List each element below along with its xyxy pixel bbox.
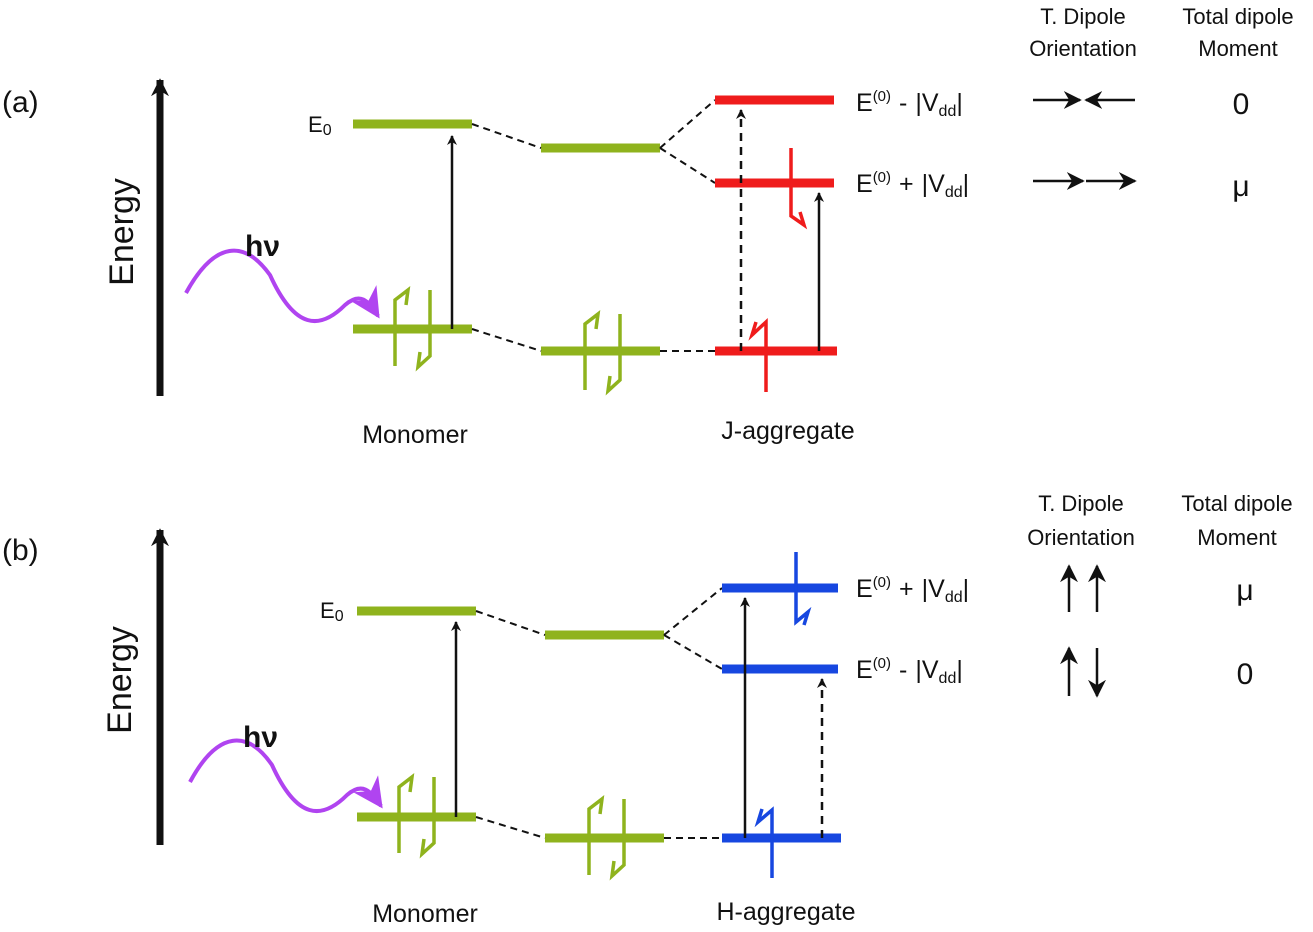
energy-axis-label: Energy [101, 626, 139, 734]
h-aggregate-caption: H-aggregate [717, 898, 856, 926]
electron-spin-down-icon [609, 799, 626, 881]
state-label-lower: E(0) + |Vdd| [856, 169, 969, 201]
photon-label: hν [243, 721, 278, 754]
connector-dash [659, 99, 716, 149]
panel-a: (a) Energy hν E0 E(0) - |Vdd| [2, 4, 1294, 449]
monomer-caption: Monomer [362, 421, 468, 449]
header-total-dipole-line2: Moment [1198, 36, 1277, 61]
header-dipole-orientation-line1: T. Dipole [1038, 491, 1124, 516]
e0-label: E0 [308, 112, 332, 139]
header-total-dipole-line2: Moment [1197, 525, 1276, 550]
total-moment-lower: 0 [1237, 658, 1254, 691]
header-dipole-orientation-line2: Orientation [1027, 525, 1135, 550]
monomer-caption: Monomer [372, 900, 478, 928]
photon-label: hν [245, 230, 280, 263]
connector-dash [663, 634, 723, 670]
electron-spin-down-icon [415, 290, 432, 372]
connector-dash [475, 610, 546, 636]
energy-axis-label: Energy [103, 178, 141, 286]
photon-wave [188, 738, 383, 813]
connector-dash [471, 123, 542, 149]
electron-spin-up-icon [754, 806, 774, 878]
connector-dash [471, 328, 542, 352]
connector-dash [659, 147, 716, 184]
electron-spin-down-icon [794, 552, 812, 626]
state-label-upper: E(0) - |Vdd| [856, 88, 963, 120]
electron-spin-up-icon [583, 310, 601, 390]
header-dipole-orientation-line1: T. Dipole [1040, 4, 1126, 29]
header-total-dipole-line1: Total dipole [1182, 4, 1293, 29]
electron-spin-up-icon [748, 317, 768, 392]
e0-label: E0 [320, 598, 344, 625]
electron-spin-up-icon [393, 286, 411, 366]
total-moment-lower: μ [1232, 170, 1249, 203]
panel-b-label: (b) [2, 534, 39, 567]
photon-wave [184, 248, 380, 323]
total-moment-upper: μ [1236, 574, 1253, 607]
connector-dash [663, 587, 723, 636]
electron-spin-up-icon [397, 773, 415, 853]
panel-b: (b) Energy hν E0 E(0) + |Vdd| E(0) - |Vdd| [2, 491, 1293, 928]
connector-dash [475, 816, 546, 839]
electron-spin-down-icon [419, 777, 436, 859]
j-aggregate-caption: J-aggregate [721, 417, 854, 445]
header-dipole-orientation-line2: Orientation [1029, 36, 1137, 61]
electron-spin-up-icon [587, 795, 605, 875]
electron-spin-down-icon [605, 314, 622, 396]
state-label-upper: E(0) + |Vdd| [856, 574, 969, 606]
header-total-dipole-line1: Total dipole [1181, 491, 1292, 516]
total-moment-upper: 0 [1233, 88, 1250, 121]
panel-a-label: (a) [2, 86, 39, 119]
state-label-lower: E(0) - |Vdd| [856, 655, 963, 687]
electron-spin-down-icon [789, 148, 808, 230]
